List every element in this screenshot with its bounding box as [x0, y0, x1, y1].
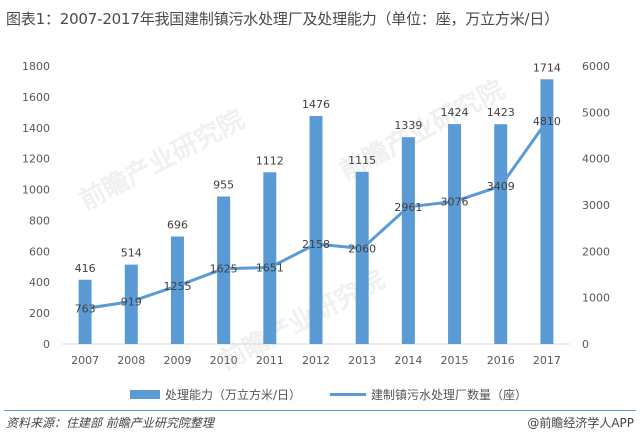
x-tick-label: 2010	[210, 354, 238, 367]
line-data-label: 2060	[348, 243, 376, 256]
x-tick-label: 2009	[163, 354, 191, 367]
x-tick-label: 2008	[117, 354, 145, 367]
y-left-tick-label: 1400	[22, 122, 50, 135]
line-point	[268, 266, 272, 270]
y-right-tick-label: 0	[582, 338, 589, 351]
y-left-tick-label: 1200	[22, 153, 50, 166]
y-right-tick-label: 5000	[582, 106, 610, 119]
bar	[401, 137, 415, 344]
y-left-tick-label: 800	[29, 214, 50, 227]
x-tick-label: 2007	[71, 354, 99, 367]
y-left-tick-label: 1800	[22, 60, 50, 73]
y-right-tick-label: 1000	[582, 292, 610, 305]
bar	[78, 279, 92, 344]
line-data-label: 763	[75, 303, 96, 316]
legend-bar-swatch	[130, 390, 160, 399]
bar-data-label: 1423	[487, 106, 515, 119]
bar-data-label: 1476	[302, 98, 330, 111]
line-point	[406, 205, 410, 209]
bar	[540, 79, 554, 344]
x-tick-label: 2013	[348, 354, 376, 367]
y-right-tick-label: 6000	[582, 60, 610, 73]
bar-data-label: 1115	[348, 154, 376, 167]
y-right-tick-label: 4000	[582, 153, 610, 166]
x-tick-label: 2012	[302, 354, 330, 367]
bar	[263, 172, 277, 344]
line-point	[83, 307, 87, 311]
line-data-label: 3076	[441, 195, 469, 208]
bar-data-label: 416	[75, 262, 96, 275]
legend-bar-label: 处理能力（万立方米/日）	[165, 388, 302, 402]
bar	[355, 171, 369, 344]
legend-item-line: 建制镇污水处理厂数量（座）	[330, 386, 527, 403]
bar-data-label: 1112	[256, 154, 284, 167]
y-right-tick-label: 3000	[582, 199, 610, 212]
x-tick-label: 2016	[487, 354, 515, 367]
brand-label: @前瞻经济学人APP	[527, 416, 634, 430]
line-point	[499, 184, 503, 188]
x-tick-label: 2015	[441, 354, 469, 367]
bar-data-label: 1424	[441, 106, 469, 119]
bar	[170, 236, 184, 344]
x-tick-label: 2011	[256, 354, 284, 367]
y-right-tick-label: 2000	[582, 245, 610, 258]
line-data-label: 1625	[210, 263, 238, 276]
legend: 处理能力（万立方米/日） 建制镇污水处理厂数量（座）	[0, 386, 640, 404]
legend-line-label: 建制镇污水处理厂数量（座）	[371, 388, 528, 402]
line-point	[453, 199, 457, 203]
legend-item-bar: 处理能力（万立方米/日）	[130, 386, 301, 403]
source-note: 资料来源：住建部 前瞻产业研究院整理	[6, 416, 214, 430]
chart-area: 0 200 400 600 800 1000 1200 1400 1600 1800 0 1000 20…	[0, 40, 640, 410]
bar-data-label: 696	[167, 219, 188, 232]
line-data-label: 3409	[487, 180, 515, 193]
line-point	[360, 247, 364, 251]
chart-title: 图表1：2007-2017年我国建制镇污水处理厂及处理能力（单位：座，万立方米/…	[6, 10, 559, 28]
line-point	[129, 299, 133, 303]
footer-divider	[4, 410, 636, 411]
bar-data-label: 514	[121, 247, 142, 260]
line-point	[175, 284, 179, 288]
bar-data-label: 1714	[533, 61, 561, 74]
line-point	[314, 242, 318, 246]
line-data-label: 1255	[163, 280, 191, 293]
y-left-tick-label: 1600	[22, 91, 50, 104]
line-data-label: 919	[121, 295, 142, 308]
bar-data-label: 955	[213, 179, 234, 192]
x-tick-label: 2014	[394, 354, 422, 367]
combo-chart: 0 200 400 600 800 1000 1200 1400 1600 1800 0 1000 20…	[22, 60, 610, 367]
y-left-tick-label: 200	[29, 307, 50, 320]
y-left-tick-label: 600	[29, 245, 50, 258]
bar	[124, 264, 138, 344]
line-point	[222, 267, 226, 271]
line-data-label: 1651	[256, 262, 284, 275]
bar	[309, 116, 323, 344]
line-data-label: 2961	[394, 201, 422, 214]
line-data-label: 4810	[533, 115, 561, 128]
line-point	[545, 119, 549, 123]
line-data-label: 2158	[302, 238, 330, 251]
bar	[448, 124, 462, 345]
y-left-tick-label: 400	[29, 276, 50, 289]
y-left-tick-label: 1000	[22, 184, 50, 197]
x-tick-label: 2017	[533, 354, 561, 367]
legend-line-swatch	[330, 393, 366, 396]
bar-data-label: 1339	[394, 119, 422, 132]
bar	[494, 124, 508, 344]
y-left-tick-label: 0	[43, 338, 50, 351]
